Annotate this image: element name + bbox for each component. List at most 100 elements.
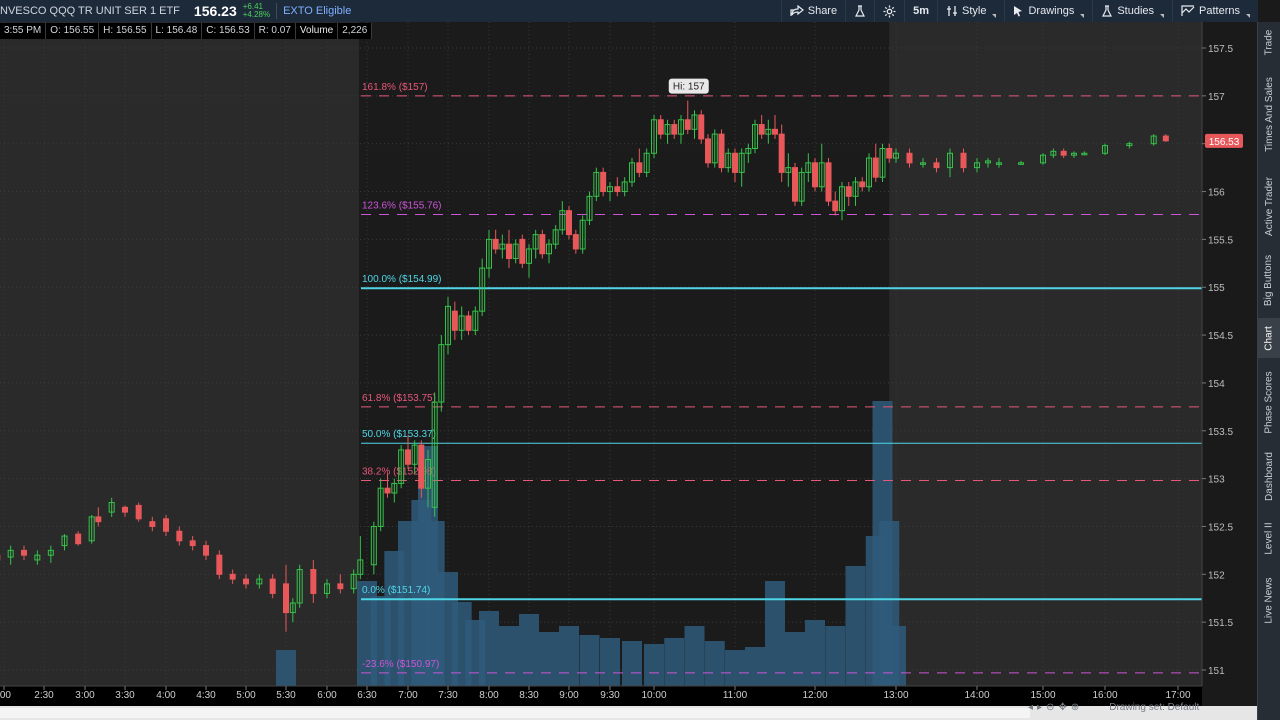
scroll-right-icon[interactable]: ▸ <box>1037 702 1043 713</box>
candle-down <box>859 181 866 188</box>
scroll-left-icon[interactable]: ◂ <box>1028 702 1034 713</box>
settings-button[interactable] <box>874 0 904 22</box>
x-axis-tick-label: 15:00 <box>1030 690 1055 701</box>
candle-up <box>651 119 657 154</box>
candle-up <box>879 147 886 178</box>
timeframe-button[interactable]: 5m <box>904 0 937 22</box>
volume-bar <box>825 626 846 686</box>
volume-bar <box>519 614 539 686</box>
x-axis-tick-label: 5:00 <box>236 690 256 701</box>
candle-down <box>310 569 317 594</box>
volume-bar <box>725 650 745 686</box>
candle-down <box>135 504 142 520</box>
studies-button[interactable]: Studies <box>1092 0 1172 22</box>
fib-level-label: 0.0% ($151.74) <box>362 585 430 596</box>
candle-up <box>678 119 684 135</box>
rail-tab-active-trader[interactable]: Active Trader <box>1258 170 1280 242</box>
y-axis-tick-label: 157.5 <box>1208 44 1233 55</box>
candle-up <box>499 243 506 250</box>
rail-tab-label: Active Trader <box>1263 176 1275 236</box>
rail-tab-trade[interactable]: Trade <box>1258 26 1280 58</box>
candle-down <box>886 147 893 159</box>
symbol-description[interactable]: NVESCO QQQ TR UNIT SER 1 ETF <box>0 5 180 17</box>
candle-down <box>539 234 546 255</box>
x-axis-tick-label: 12:00 <box>802 690 827 701</box>
volume-bar <box>684 626 705 686</box>
candle-up <box>765 128 772 135</box>
volume-bar <box>704 641 725 686</box>
candle-down <box>732 152 738 173</box>
rail-tab-live-news[interactable]: Live News <box>1258 570 1280 630</box>
chart-toolbar: Share 5m Style Drawings Studies Patte <box>780 0 1258 22</box>
patterns-button[interactable]: Patterns <box>1172 0 1258 22</box>
rail-tab-chart[interactable]: Chart <box>1258 318 1280 358</box>
x-axis-tick-label: 4:00 <box>156 690 176 701</box>
x-axis-tick-label: 16:00 <box>1092 690 1117 701</box>
candle-up <box>1018 162 1024 165</box>
candle-up <box>985 160 991 164</box>
candle-up <box>7 549 14 558</box>
share-button[interactable]: Share <box>780 0 845 22</box>
rail-tab-phase-scores[interactable]: Phase Scores <box>1258 360 1280 444</box>
share-label: Share <box>807 5 838 17</box>
candle-up <box>350 573 357 590</box>
candle-down <box>758 124 765 135</box>
y-axis-tick-label: 154 <box>1208 379 1225 390</box>
candle-down <box>772 128 778 135</box>
zoom-in-icon[interactable]: ⊕ <box>1070 702 1080 713</box>
candle-up <box>798 171 805 202</box>
rail-tab-level-ii[interactable]: Level II <box>1258 508 1280 568</box>
x-axis-tick-label: 3:30 <box>115 690 135 701</box>
candle-down <box>465 315 472 331</box>
candle-up <box>445 305 451 346</box>
patterns-label: Patterns <box>1199 5 1240 17</box>
candle-down <box>1162 135 1169 142</box>
candle-down <box>614 186 621 193</box>
style-button[interactable]: Style <box>937 0 1004 22</box>
bar-range: R: 0.07 <box>255 23 296 39</box>
rail-tab-times-and-sales[interactable]: Times And Sales <box>1258 60 1280 168</box>
zoom-out-icon[interactable]: ⊖ <box>1046 702 1055 713</box>
flask-button[interactable] <box>845 0 874 22</box>
candle-up <box>34 554 41 561</box>
style-label: Style <box>962 5 987 17</box>
fib-level-label: 100.0% ($154.99) <box>362 274 442 285</box>
candle-down <box>832 200 839 212</box>
candle-up <box>458 315 465 331</box>
rail-tab-big-buttons[interactable]: Big Buttons <box>1258 244 1280 316</box>
rail-tab-dashboard[interactable]: Dashboard <box>1258 446 1280 506</box>
pan-icon[interactable]: ✥ <box>1058 702 1067 713</box>
timeframe-label: 5m <box>913 5 929 17</box>
last-price: 156.23 <box>193 3 237 19</box>
chart-area[interactable]: 161.8% ($157) 123.6% ($155.76) 100.0% ($15… <box>0 22 1258 720</box>
rail-tab-label: Level II <box>1263 521 1275 555</box>
y-axis-tick-label: 156 <box>1208 188 1225 199</box>
x-axis-tick-label: 2:30 <box>34 690 54 701</box>
high-label-box <box>668 78 709 94</box>
x-axis-tick-label: 3:00 <box>75 690 95 701</box>
candle-down <box>600 171 607 193</box>
candle-down <box>1060 150 1067 156</box>
candle-up <box>546 243 552 255</box>
candle-up <box>256 578 263 585</box>
drawing-set-label[interactable]: Drawing set: Default <box>1109 702 1200 713</box>
fib-level-label: 61.8% ($153.75) <box>362 393 436 404</box>
candle-up <box>532 234 539 250</box>
rail-tab-label: Dashboard <box>1263 451 1275 501</box>
bar-open: O: 156.55 <box>46 23 100 39</box>
fib-level-label: -23.6% ($150.97) <box>362 659 439 670</box>
price-chart[interactable]: 161.8% ($157) 123.6% ($155.76) 100.0% ($15… <box>0 22 1258 720</box>
candle-down <box>95 516 102 523</box>
x-axis-tick-label: 7:30 <box>438 690 458 701</box>
drawings-button[interactable]: Drawings <box>1004 0 1092 22</box>
bar-time: 3:55 PM <box>0 23 47 39</box>
candle-up <box>866 157 872 188</box>
candle-up <box>479 267 486 312</box>
candle-up <box>324 583 330 594</box>
divider <box>276 3 278 19</box>
volume-bar <box>276 650 296 686</box>
candle-down <box>566 210 572 236</box>
candle-down <box>189 540 196 547</box>
exto-eligible-link[interactable]: EXTO Eligible <box>283 5 352 17</box>
candle-up <box>593 171 600 197</box>
